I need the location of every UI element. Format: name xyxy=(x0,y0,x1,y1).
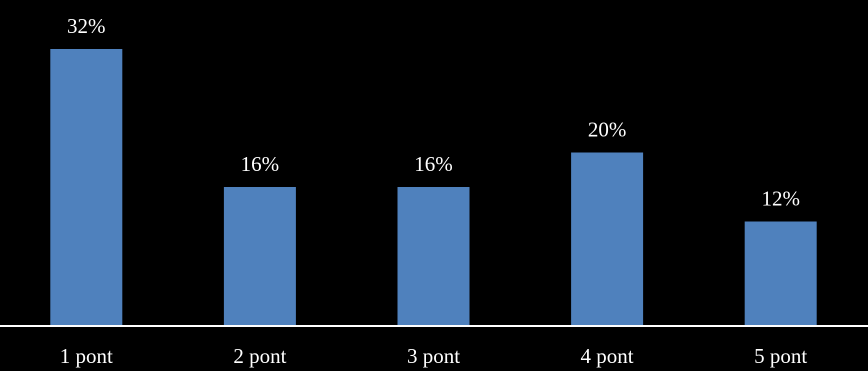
x-tick-labels-group: 1 pont 2 pont 3 pont 4 pont 5 pont xyxy=(60,344,808,368)
x-tick-label-5: 5 pont xyxy=(754,344,807,368)
value-label-2: 16% xyxy=(241,152,280,176)
value-labels-group: 32% 16% 16% 20% 12% xyxy=(67,14,800,211)
bar-5 xyxy=(744,221,817,325)
x-tick-label-2: 2 pont xyxy=(233,344,286,368)
bar-3 xyxy=(397,187,470,325)
bar-1 xyxy=(50,49,123,325)
bar-4 xyxy=(571,152,644,325)
x-tick-label-1: 1 pont xyxy=(60,344,113,368)
bar-2 xyxy=(223,187,296,325)
value-label-1: 32% xyxy=(67,14,106,38)
bars-group xyxy=(50,49,817,325)
value-label-4: 20% xyxy=(588,118,627,142)
value-label-3: 16% xyxy=(414,152,453,176)
x-tick-label-3: 3 pont xyxy=(407,344,460,368)
x-tick-label-4: 4 pont xyxy=(581,344,634,368)
value-label-5: 12% xyxy=(761,187,800,211)
